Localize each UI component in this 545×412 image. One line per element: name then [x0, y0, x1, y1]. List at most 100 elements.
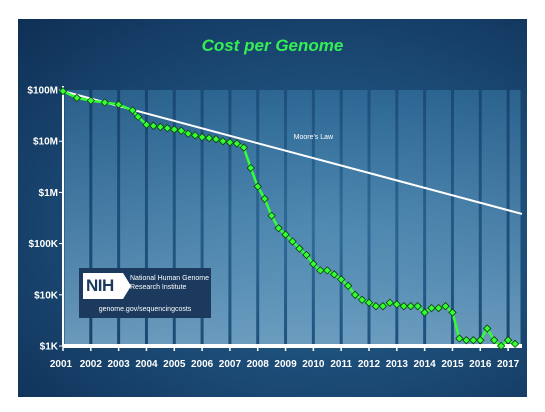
x-tick-label: 2005 [163, 359, 186, 370]
nih-logo: NIH [83, 273, 131, 299]
year-band [231, 90, 257, 346]
data-point [274, 224, 283, 233]
data-point [142, 120, 151, 129]
data-point [86, 96, 95, 105]
data-point [392, 300, 401, 309]
y-tick-label: $10M [33, 137, 58, 148]
data-point [58, 86, 68, 96]
nih-institute-name: National Human Genome Research Institute [130, 274, 210, 292]
data-point [267, 211, 276, 220]
x-tick-label: 2001 [50, 359, 73, 370]
data-point [253, 182, 262, 191]
data-point [357, 295, 367, 304]
data-point [309, 259, 318, 269]
data-point [197, 132, 207, 142]
data-point [469, 336, 478, 345]
data-point [260, 194, 269, 203]
year-band [453, 90, 479, 346]
year-band [481, 90, 507, 346]
year-band [509, 90, 521, 346]
x-tick-label: 2010 [302, 359, 325, 370]
data-point [225, 138, 235, 147]
y-tick-label: $100K [29, 239, 59, 250]
data-point [399, 301, 408, 311]
data-point [434, 303, 443, 313]
x-tick-label: 2002 [80, 359, 103, 370]
data-point [295, 244, 304, 253]
data-point [385, 298, 395, 307]
cost-series [58, 86, 520, 351]
data-point [170, 125, 179, 134]
data-point [163, 123, 172, 133]
data-point [156, 122, 165, 132]
x-tick-label: 2011 [330, 359, 352, 370]
data-point [503, 336, 513, 345]
data-point [510, 339, 520, 349]
data-point [190, 131, 200, 140]
data-point [371, 301, 381, 311]
data-point [184, 129, 193, 138]
data-point [149, 121, 158, 130]
nih-url: genome.gov/sequencingcosts [98, 306, 192, 313]
data-point [232, 139, 242, 148]
data-point [133, 112, 143, 121]
x-tick-label: 2003 [108, 359, 131, 370]
data-point [441, 301, 450, 311]
axes [59, 86, 522, 351]
data-point [476, 336, 485, 345]
x-tick-label: 2006 [191, 359, 214, 370]
moores-law-line [62, 90, 523, 215]
year-band [342, 90, 368, 346]
data-point [204, 133, 214, 143]
nih-name-line1: National Human Genome [130, 275, 209, 282]
data-point [413, 301, 422, 311]
data-point [218, 137, 228, 146]
data-point [490, 336, 499, 345]
data-point [483, 324, 492, 333]
x-tick-label: 2004 [135, 359, 158, 370]
data-point [350, 290, 360, 299]
x-tick-label: 2014 [414, 359, 437, 370]
x-tick-label: 2009 [274, 359, 297, 370]
data-point [462, 336, 471, 345]
y-tick-label: $10K [34, 290, 59, 301]
y-tick-label: $1K [40, 342, 59, 353]
moores-law-series [62, 90, 523, 215]
moores-law-label: Moore's Law [294, 134, 334, 141]
x-tick-label: 2015 [441, 359, 464, 370]
data-point [288, 237, 297, 246]
data-point [128, 106, 137, 115]
nih-logo-box: NIH National Human Genome Research Insti… [79, 268, 211, 318]
x-tick-label: 2007 [219, 359, 242, 370]
data-point [281, 230, 290, 239]
data-point [323, 266, 332, 275]
data-point [455, 334, 464, 343]
x-tick-label: 2017 [497, 359, 520, 370]
tick-labels: $100M $10M $1M $100K $10K $1K 2001 2002 2003 2004… [27, 86, 519, 371]
x-tick-label: 2008 [247, 359, 270, 370]
data-point [420, 308, 429, 317]
data-point [330, 270, 339, 279]
chart-title: Cost per Genome [201, 36, 344, 55]
y-tick-label: $1M [39, 188, 58, 199]
data-point [337, 275, 346, 284]
data-point [364, 298, 374, 307]
data-point [343, 281, 353, 290]
data-point [211, 134, 221, 144]
y-tick-label: $100M [27, 86, 58, 97]
data-point [448, 308, 457, 317]
data-point [406, 301, 415, 311]
data-point [100, 98, 109, 107]
nih-name-line2: Research Institute [130, 284, 187, 291]
year-band [314, 90, 340, 346]
x-tick-label: 2016 [469, 359, 492, 370]
x-tick-label: 2012 [358, 359, 381, 370]
year-band [287, 90, 312, 346]
x-tick-label: 2013 [386, 359, 409, 370]
data-point [496, 341, 506, 351]
data-point [177, 126, 186, 135]
data-point [114, 100, 123, 109]
data-point [72, 93, 82, 103]
data-point [239, 143, 248, 152]
